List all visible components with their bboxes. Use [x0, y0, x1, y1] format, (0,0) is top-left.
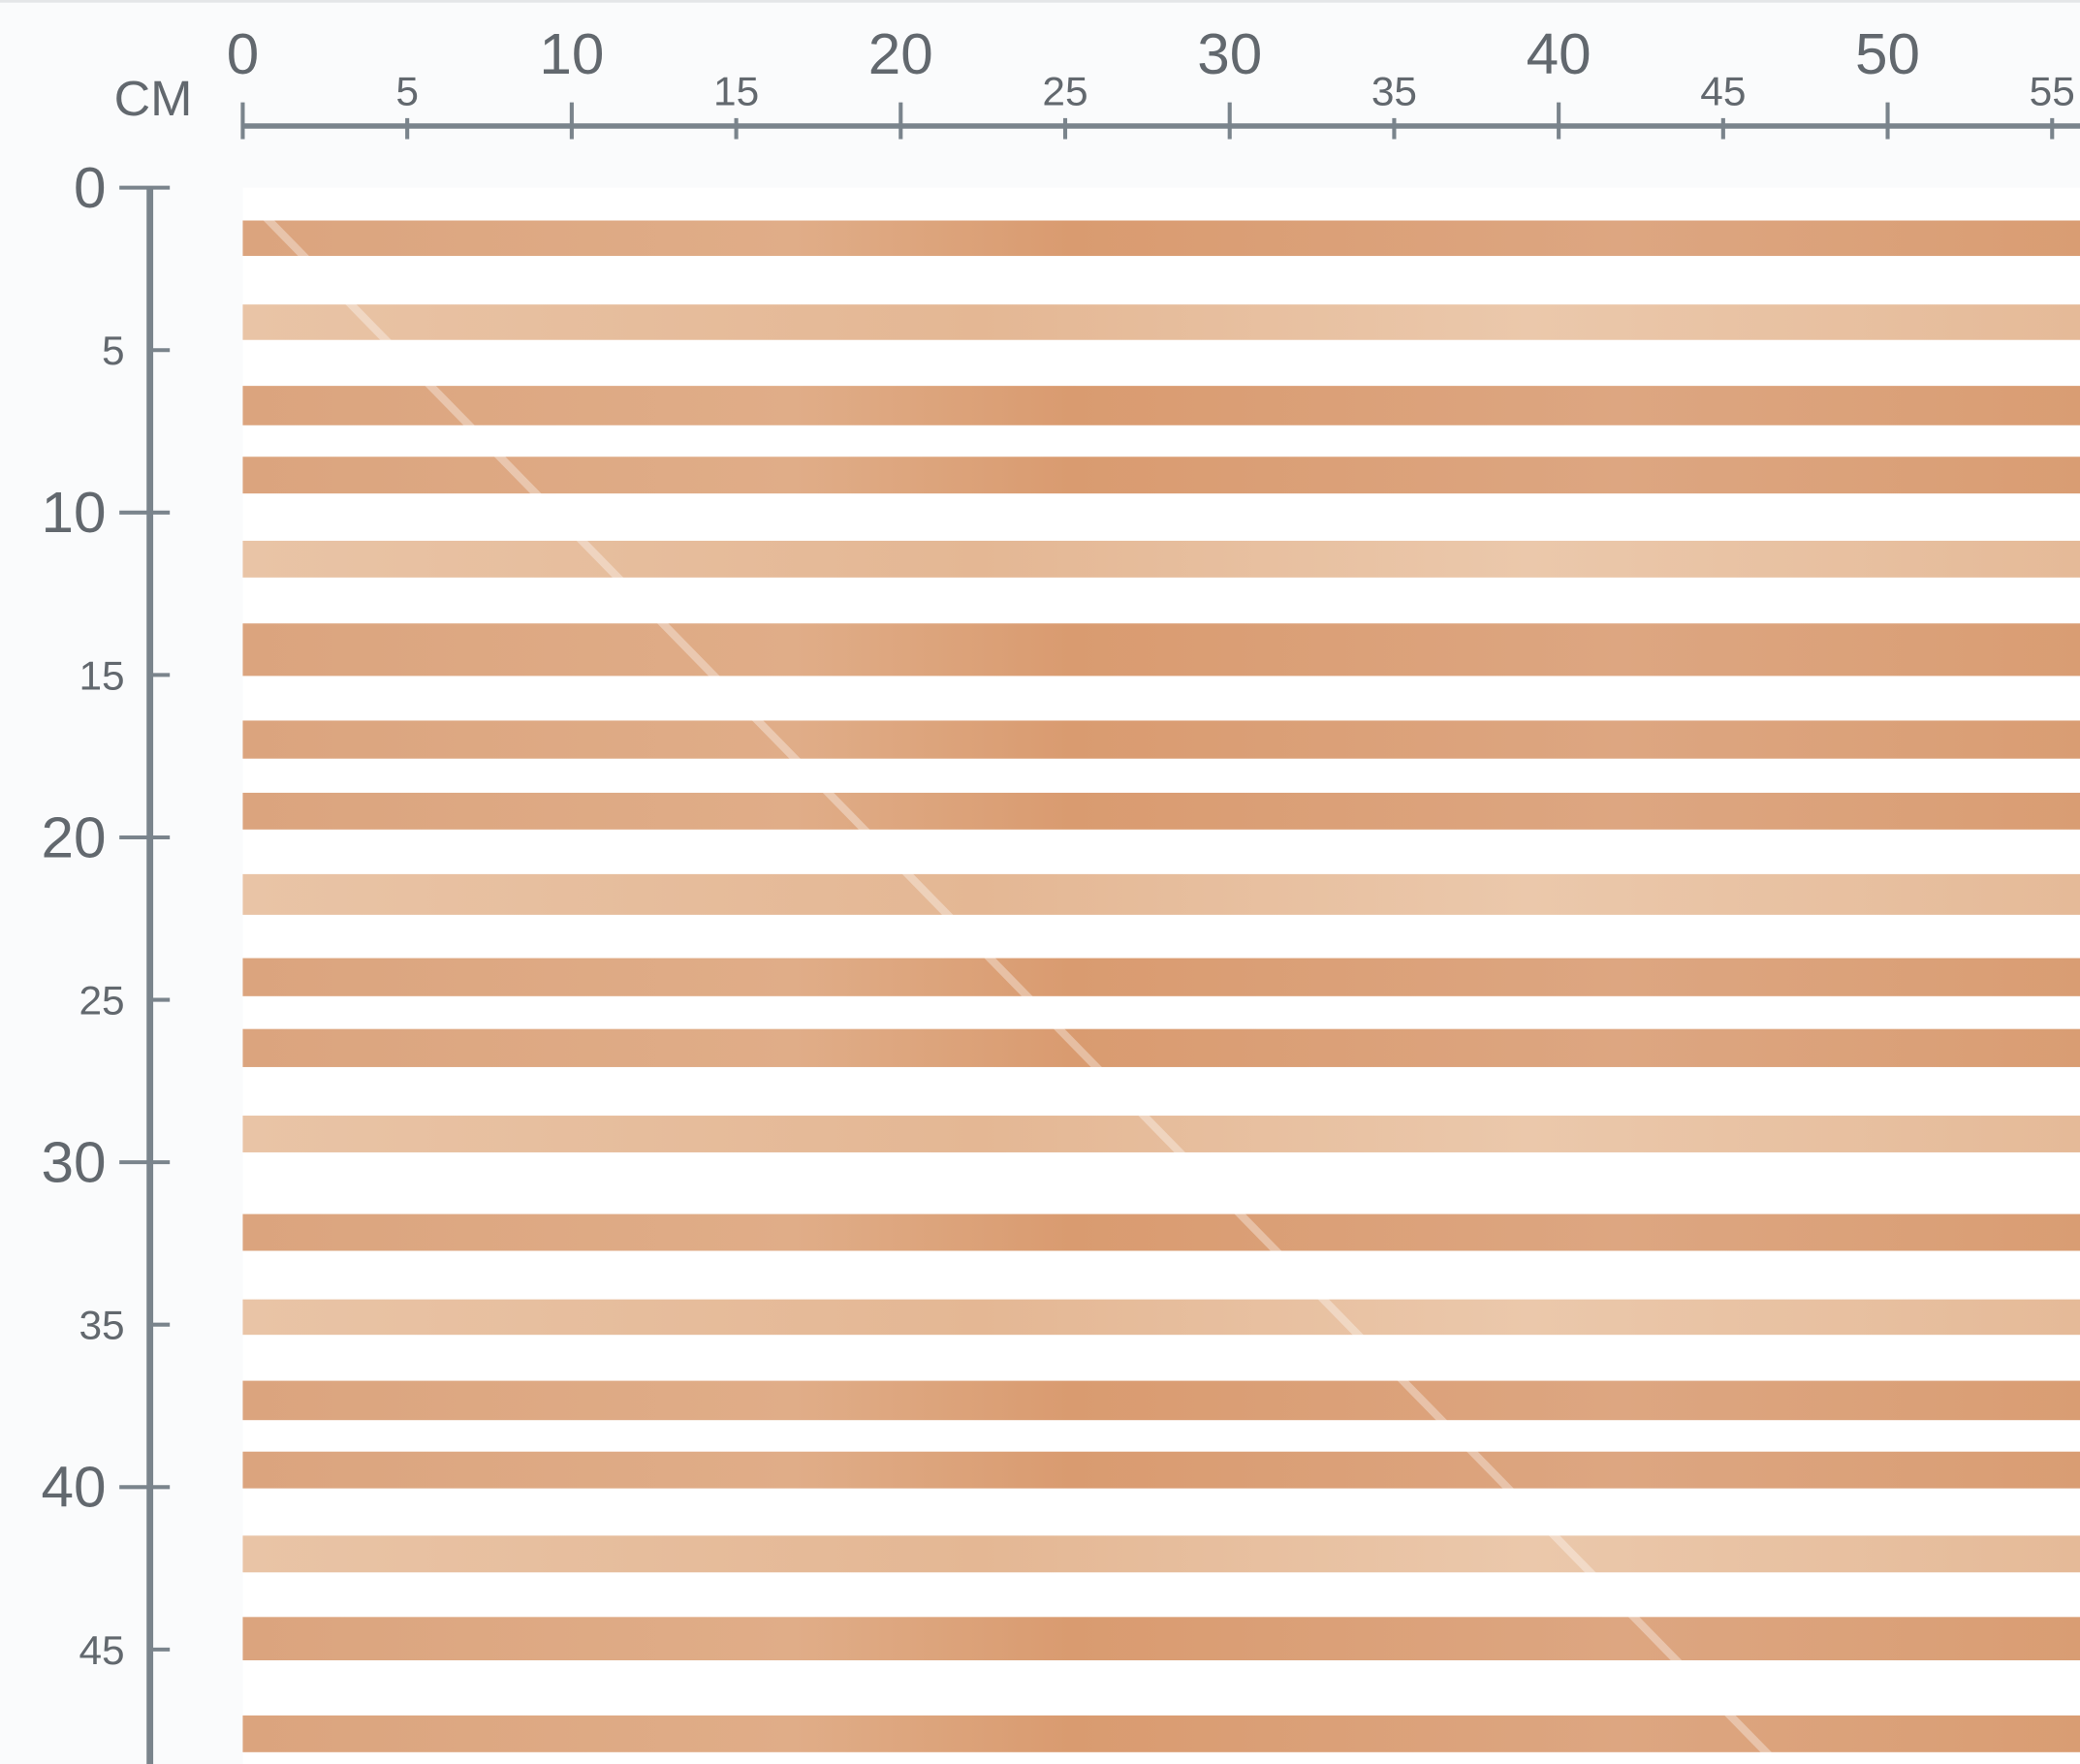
x-tick-label: 50: [1855, 21, 1920, 86]
stripe: [242, 1116, 2080, 1152]
stripe: [242, 1299, 2080, 1336]
x-tick-label: 15: [713, 69, 759, 114]
stripe: [242, 304, 2080, 340]
x-tick-label: 45: [1700, 69, 1746, 114]
top-border: [0, 0, 2080, 3]
x-tick-label: 10: [539, 21, 604, 86]
stripe: [242, 1028, 2080, 1067]
stripe: [242, 1715, 2080, 1752]
stripe: [242, 720, 2080, 759]
x-tick-label: 0: [227, 21, 259, 86]
stripe: [242, 1617, 2080, 1661]
y-tick-label: 20: [42, 805, 107, 870]
stripe: [242, 1380, 2080, 1421]
stripe: [242, 873, 2080, 915]
stripe: [242, 220, 2080, 257]
y-tick-label: 0: [74, 155, 106, 220]
y-tick-label: 15: [79, 652, 124, 698]
y-tick-label: 25: [79, 978, 124, 1024]
unit-label: CM: [114, 70, 193, 126]
stripe: [242, 792, 2080, 830]
stripe: [242, 540, 2080, 578]
x-tick-label: 25: [1042, 69, 1087, 114]
stripes: [242, 220, 2080, 1752]
stripe: [242, 958, 2080, 996]
x-tick-label: 5: [395, 69, 419, 114]
y-tick-label: 35: [79, 1303, 124, 1348]
y-tick-label: 45: [79, 1627, 124, 1673]
y-tick-label: 40: [42, 1455, 107, 1520]
y-tick-label: 5: [102, 328, 125, 373]
stripe: [242, 623, 2080, 677]
y-tick-label: 30: [42, 1130, 107, 1195]
stripe: [242, 457, 2080, 494]
x-tick-label: 20: [868, 21, 933, 86]
stripe: [242, 1451, 2080, 1489]
y-tick-label: 10: [42, 480, 107, 545]
stripe: [242, 1535, 2080, 1573]
x-tick-label: 40: [1527, 21, 1592, 86]
sheen: [255, 206, 1781, 1764]
x-tick-label: 55: [2030, 69, 2075, 114]
ruler: [119, 102, 2080, 1764]
stripe: [242, 1213, 2080, 1251]
x-tick-label: 35: [1371, 69, 1417, 114]
stripe: [242, 386, 2080, 425]
x-tick-label: 30: [1197, 21, 1262, 86]
